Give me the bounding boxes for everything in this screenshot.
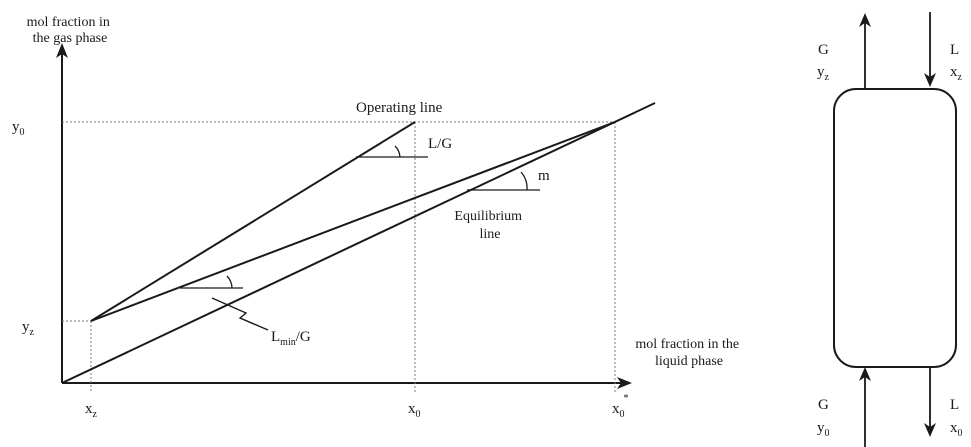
x-axis-title-line2: liquid phase (655, 354, 723, 369)
lmin-label-tail: /G (296, 329, 311, 345)
column-top-left-stream: G (818, 42, 829, 58)
column-bottom-left-comp-main: y (817, 420, 825, 436)
column-top-left-comp-main: y (817, 64, 825, 80)
y-axis-title: mol fraction in the gas phase (27, 15, 114, 46)
tick-x0: x0 (408, 401, 421, 420)
column-bottom-right-stream: L (950, 397, 959, 413)
column-top-right-stream: L (950, 42, 959, 58)
tick-x0star-sub: 0 (620, 409, 625, 420)
tick-y0-main: y (12, 119, 20, 135)
tick-yz: yz (22, 319, 35, 338)
column-top-left-comp: yz (817, 64, 830, 83)
tick-xz-sub: z (93, 409, 98, 420)
slope-m-label: m (538, 168, 550, 184)
lmin-label-main: L (271, 329, 280, 345)
tick-x0star-sup: * (624, 393, 629, 404)
process-lines (61, 102, 656, 384)
y-axis-title-line2: the gas phase (33, 31, 108, 46)
gas-inlet-arrow-icon (859, 367, 871, 381)
y-axis-arrow-icon (56, 43, 68, 58)
column-bottom-left-comp-sub: 0 (825, 428, 830, 439)
operating-line-label: Operating line (356, 100, 443, 116)
equilibrium-line (61, 102, 656, 384)
slope-LG-label: L/G (428, 136, 452, 152)
column-top-right-comp-sub: z (958, 72, 963, 83)
operating-line (90, 121, 416, 322)
tick-xz: xz (85, 401, 98, 420)
column-bottom-left-stream: G (818, 397, 829, 413)
axes (56, 43, 632, 389)
column-top-right-comp: xz (950, 64, 963, 83)
liquid-inlet-arrow-icon (924, 73, 936, 87)
tick-x0-sub: 0 (416, 409, 421, 420)
column-bottom-left-comp: y0 (817, 420, 830, 439)
slope-LG-arc (394, 145, 401, 158)
slope-lmin-arc (226, 275, 233, 289)
x-axis-arrow-icon (617, 377, 632, 389)
lmin-pointer-icon (211, 297, 269, 331)
tick-yz-sub: z (30, 327, 35, 338)
equilibrium-line-label: Equilibrium line (454, 209, 525, 242)
lmin-label-sub: min (280, 337, 296, 348)
guide-lines (62, 121, 616, 393)
x-axis-title-line1: mol fraction in the (635, 337, 739, 352)
column-bottom-right-comp-main: x (950, 420, 958, 436)
equilibrium-label-line2: line (480, 227, 501, 242)
column-top-left-comp-sub: z (825, 72, 830, 83)
column-top-right-comp-main: x (950, 64, 958, 80)
column-bottom-right-comp: x0 (950, 420, 963, 439)
x-axis-title: mol fraction in the liquid phase (635, 337, 742, 369)
tick-xz-main: x (85, 401, 93, 417)
column-bottom-right-comp-sub: 0 (958, 428, 963, 439)
slope-markers (180, 145, 540, 289)
column-body (833, 88, 957, 368)
minimum-operating-line (90, 121, 616, 322)
tick-y0-sub: 0 (20, 127, 25, 138)
y-axis-title-line1: mol fraction in (27, 15, 110, 30)
tick-y0: y0 (12, 119, 25, 138)
gas-outlet-arrow-icon (859, 13, 871, 27)
absorption-column: G yz L xz G y0 L x0 (817, 12, 963, 447)
liquid-outlet-arrow-icon (924, 423, 936, 437)
tick-x0-main: x (408, 401, 416, 417)
tick-x0star-main: x (612, 401, 620, 417)
tick-yz-main: y (22, 319, 30, 335)
tick-x0star: x0 * (612, 393, 629, 420)
lmin-label: Lmin/G (271, 329, 311, 348)
equilibrium-label-line1: Equilibrium (454, 209, 522, 224)
slope-m-arc (520, 171, 528, 191)
